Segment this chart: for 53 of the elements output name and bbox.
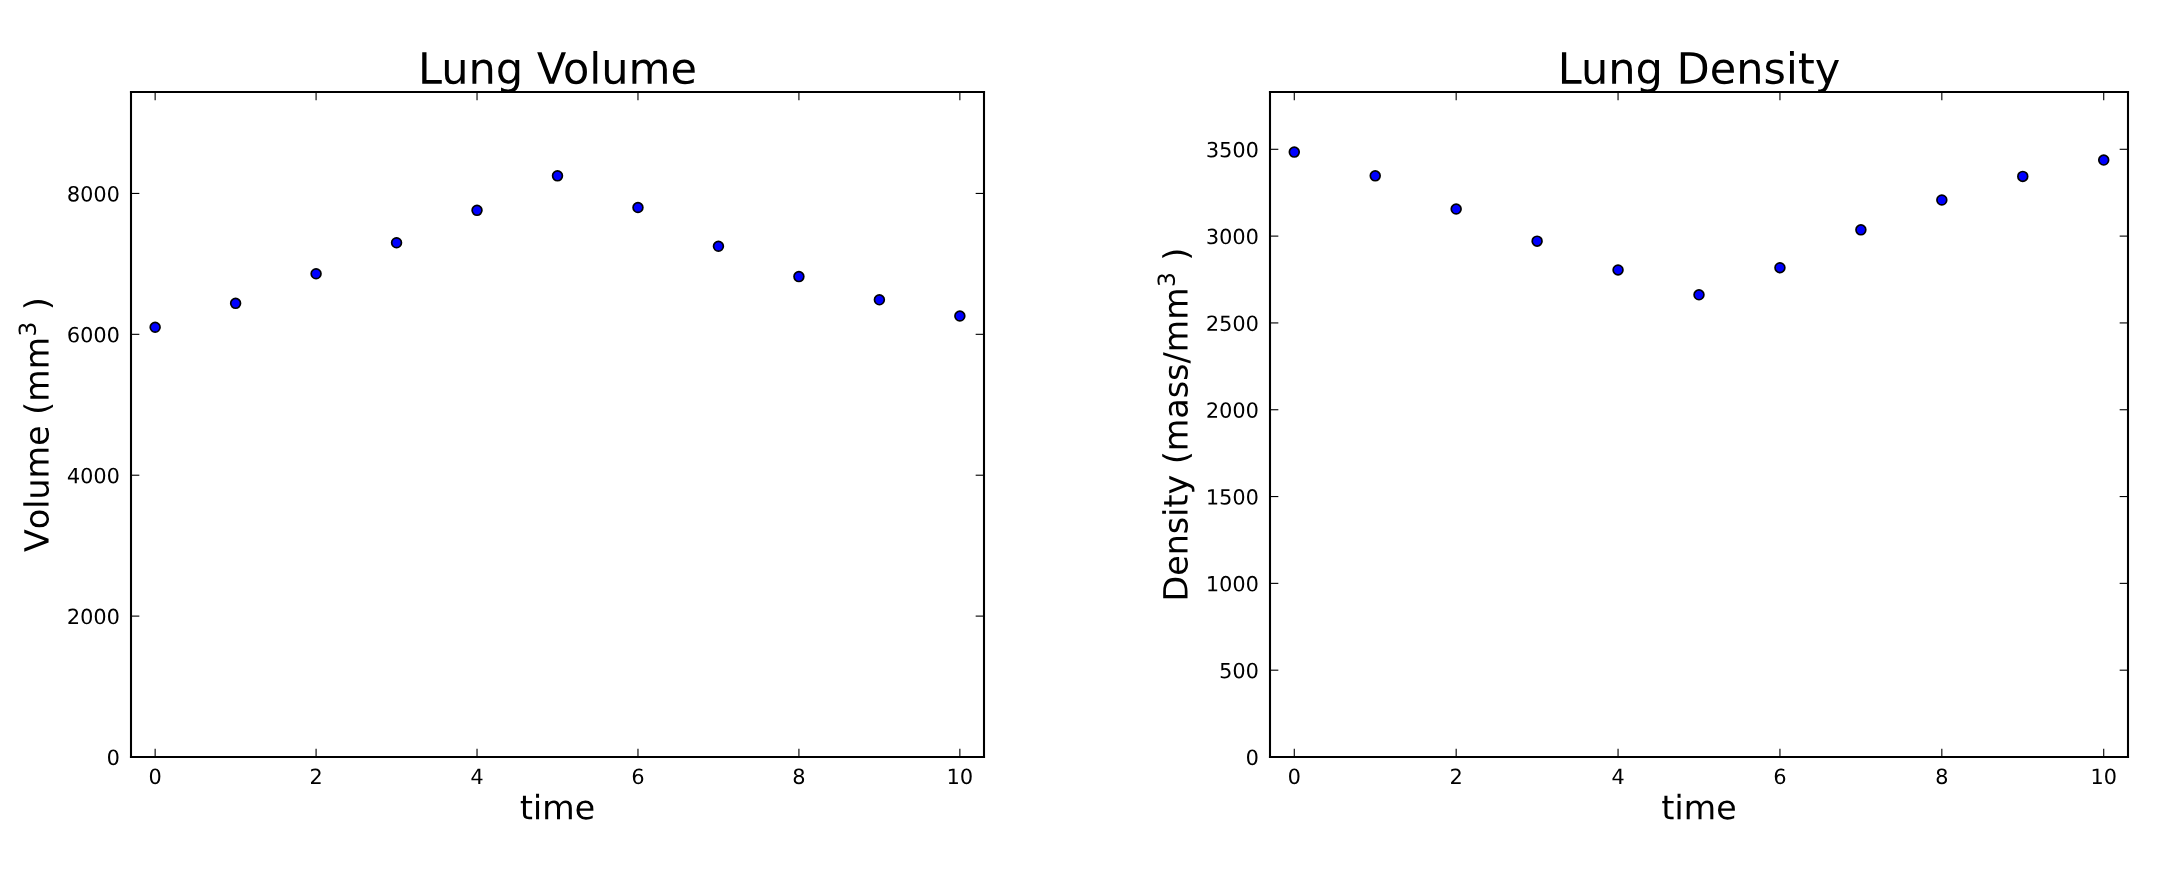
y-tick-label: 500 — [1220, 662, 1258, 679]
point — [1612, 264, 1624, 276]
x-tick-label: 2 — [1451, 768, 1461, 784]
y-axis-title: Volume (mm$^{3}$ ) — [18, 300, 53, 552]
point — [390, 237, 403, 249]
x-tick-label: 0 — [1289, 768, 1300, 785]
y-tick-label: 8000 — [68, 185, 119, 202]
point — [1855, 224, 1867, 236]
y-tick-label: 3500 — [1207, 141, 1258, 158]
point — [551, 170, 564, 182]
x-axis-title: time — [520, 793, 594, 820]
point — [1450, 203, 1462, 215]
y-tick-label: 1000 — [1208, 575, 1258, 592]
x-tick-label: 10 — [948, 768, 972, 785]
y-tick-label: 2500 — [1207, 315, 1258, 332]
chart-title: Lung Volume — [422, 50, 695, 93]
chart-title: Lung Density — [1561, 50, 1839, 93]
x-tick-label: 4 — [471, 768, 483, 784]
x-tick-label: 4 — [1612, 768, 1624, 784]
point — [310, 268, 322, 280]
point — [149, 321, 161, 334]
point — [471, 204, 483, 217]
point — [1531, 235, 1543, 247]
point — [1693, 289, 1705, 301]
y-axis-title: Density (mass/mm$^{3}$ ) — [1157, 250, 1195, 599]
x-tick-label: 8 — [793, 768, 805, 785]
x-tick-label: 6 — [1774, 768, 1786, 785]
x-axis-title: time — [1662, 793, 1735, 820]
y-tick-label: 4000 — [67, 467, 119, 484]
point — [2017, 170, 2029, 183]
x-tick-label: 10 — [2092, 768, 2116, 785]
y-tick-label: 2000 — [1207, 402, 1258, 418]
x-tick-label: 6 — [632, 768, 644, 785]
y-tick-label: 6000 — [68, 326, 119, 343]
point — [229, 297, 242, 310]
y-tick-label: 2000 — [68, 608, 119, 625]
point — [954, 310, 966, 322]
y-tick-label: 0 — [1247, 749, 1258, 766]
point — [1288, 146, 1301, 158]
point — [1774, 261, 1786, 274]
point — [632, 201, 644, 214]
point — [712, 240, 725, 253]
point — [793, 270, 805, 283]
point — [873, 294, 886, 306]
y-tick-label: 1500 — [1208, 489, 1258, 505]
point — [2097, 154, 2110, 166]
point — [1936, 194, 1948, 206]
y-tick-label: 3000 — [1207, 228, 1258, 245]
y-tick-label: 0 — [108, 749, 119, 766]
x-tick-label: 0 — [149, 768, 161, 785]
x-tick-label: 2 — [310, 768, 321, 784]
x-tick-label: 8 — [1936, 768, 1948, 785]
point — [1369, 170, 1381, 182]
